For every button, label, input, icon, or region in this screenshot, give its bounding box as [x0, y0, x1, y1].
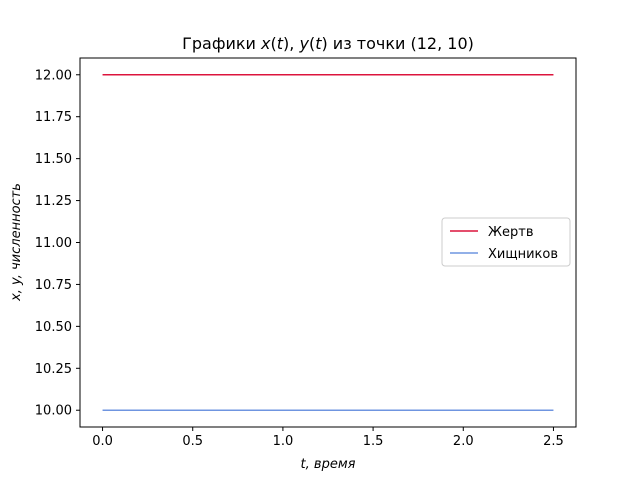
- x-axis-label: t, время: [301, 457, 356, 472]
- y-tick-label: 10.50: [35, 320, 72, 335]
- y-tick-label: 11.25: [35, 194, 72, 209]
- x-tick-label: 0.5: [182, 434, 203, 449]
- series-layer: [102, 74, 554, 411]
- y-tick-label: 11.50: [35, 152, 72, 167]
- legend-label-predators: Хищников: [488, 247, 558, 262]
- legend-label-prey: Жертв: [488, 225, 534, 240]
- x-tick-label: 1.0: [273, 434, 294, 449]
- y-tick-label: 10.25: [35, 362, 72, 377]
- y-axis-label: x, y, численность: [9, 183, 24, 302]
- y-axis: 10.00 10.25 10.50 10.75 11.00 11.25 11.50 11.75…: [35, 68, 80, 419]
- x-tick-label: 2.5: [543, 434, 564, 449]
- legend: Жертв Хищников: [441, 217, 571, 267]
- x-tick-label: 1.5: [363, 434, 384, 449]
- y-tick-label: 10.00: [35, 404, 72, 419]
- y-tick-label: 10.75: [35, 278, 72, 293]
- x-tick-label: 0.0: [92, 434, 113, 449]
- y-tick-label: 11.00: [35, 236, 72, 251]
- chart-title: Графики x(t), y(t) из точки (12, 10): [182, 34, 474, 53]
- y-tick-label: 12.00: [35, 68, 72, 83]
- x-tick-label: 2.0: [453, 434, 474, 449]
- y-tick-label: 11.75: [35, 110, 72, 125]
- x-axis: 0.0 0.5 1.0 1.5 2.0 2.5: [92, 427, 564, 449]
- legend-box: [441, 217, 571, 267]
